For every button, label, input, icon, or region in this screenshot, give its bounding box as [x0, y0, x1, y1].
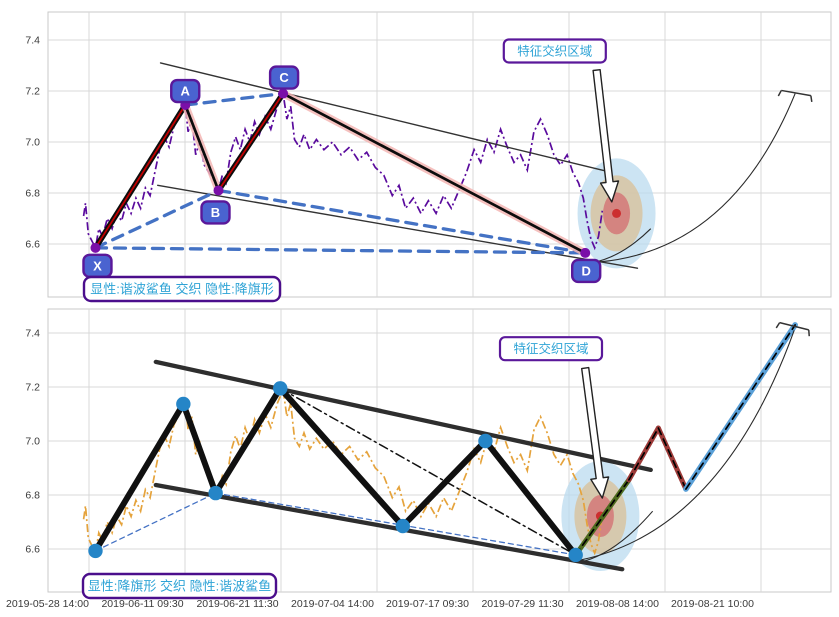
zone-pointer-arrow — [581, 366, 610, 499]
pattern-line-forecast-blue — [685, 324, 797, 490]
pattern-line-blue-dashed — [93, 188, 221, 250]
vertex-badge-B: B — [200, 200, 231, 225]
x-tick-label: 2019-05-28 14:00 — [6, 598, 89, 610]
badge-letter: X — [93, 258, 102, 273]
pattern-line-leg-glow — [281, 92, 587, 255]
x-tick-label: 2019-08-08 14:00 — [576, 598, 659, 610]
vertex-dot — [568, 547, 583, 563]
vertex-dot — [176, 396, 191, 412]
pattern-line-channel-thick — [153, 482, 625, 572]
interval-cap — [775, 321, 810, 337]
badge-letter: C — [279, 70, 289, 85]
pattern-line-flag-leg — [212, 385, 284, 497]
pattern-line-blue-dashed-thin — [214, 492, 577, 556]
pattern-line-leg-strong — [217, 92, 285, 192]
projection-arc — [600, 93, 796, 263]
pattern-line-channel-thin — [156, 184, 639, 269]
vertex-dot — [273, 381, 288, 396]
y-tick-label: 7.4 — [25, 328, 40, 340]
pattern-line-blue-dashed — [93, 246, 587, 255]
vertex-dot — [88, 543, 103, 559]
vertex-badge-C: C — [268, 65, 300, 90]
plot-frame — [47, 308, 832, 593]
projection-arc — [584, 510, 654, 562]
x-tick-label: 2019-06-11 09:30 — [101, 598, 183, 610]
y-tick-label: 7.2 — [25, 86, 40, 98]
y-tick-label: 6.6 — [25, 544, 40, 556]
pattern-label-text: 显性:降旗形 交织 隐性:谐波鲨鱼 — [88, 579, 271, 594]
pattern-line-blue-dashed-thin — [94, 492, 217, 552]
pattern-label: 显性:谐波鲨鱼 交织 隐性:降旗形 — [82, 275, 282, 303]
y-tick-label: 7.2 — [25, 382, 40, 394]
pattern-line-forecast-green — [574, 479, 630, 556]
zone-annotation: 特征交织区域 — [502, 38, 607, 64]
vertex-dot — [395, 518, 410, 534]
vertex-badge-X: X — [82, 253, 113, 279]
vertex-dot — [478, 433, 493, 449]
interval-cap — [777, 89, 813, 103]
zone-annotation: 特征交织区域 — [498, 336, 604, 362]
x-tick-label: 2019-07-17 09:30 — [386, 598, 469, 610]
pattern-line-blue-dashed — [183, 91, 285, 107]
annotation-box — [498, 336, 604, 362]
pattern-line-flag-leg — [180, 401, 219, 497]
x-tick-label: 2019-08-21 10:00 — [671, 598, 754, 610]
price-line — [82, 90, 604, 251]
pattern-line-channel-thick — [153, 359, 653, 473]
badge-box — [268, 65, 300, 90]
pattern-line-blue-dashed — [216, 188, 587, 255]
pattern-label-box — [82, 275, 282, 303]
zone-pointer-arrow — [592, 68, 620, 203]
plot-frame — [47, 11, 832, 298]
y-tick-label: 6.8 — [25, 188, 40, 200]
vertex-dot — [208, 485, 223, 501]
badge-letter: D — [582, 263, 591, 278]
pattern-label-box — [81, 572, 278, 600]
vertex-marker — [90, 242, 101, 253]
vertex-marker — [580, 247, 591, 258]
vertex-badge-A: A — [170, 78, 201, 104]
y-tick-label: 6.6 — [25, 239, 40, 251]
annotation-text: 特征交织区域 — [517, 43, 592, 58]
pattern-line-leg-glow — [183, 103, 220, 192]
interweave-zone — [577, 158, 656, 269]
pattern-line-forecast-red — [628, 427, 660, 481]
y-tick-label: 7.0 — [25, 137, 40, 149]
vertex-badge-D: D — [571, 258, 602, 284]
pattern-label-text: 显性:谐波鲨鱼 交织 隐性:降旗形 — [90, 282, 273, 297]
pattern-line-leg-strong — [94, 104, 187, 249]
y-tick-label: 7.4 — [25, 35, 40, 47]
pattern-line-flag-leg — [92, 401, 187, 554]
cap-glyph — [777, 89, 813, 103]
badge-letter: B — [211, 205, 220, 220]
pattern-line-flag-leg — [482, 438, 579, 558]
price-line — [82, 386, 604, 556]
badge-box — [170, 78, 201, 104]
pattern-line-channel-thin — [159, 62, 608, 173]
pattern-label: 显性:降旗形 交织 隐性:谐波鲨鱼 — [81, 572, 278, 600]
vertex-marker — [213, 185, 224, 196]
y-tick-label: 7.0 — [25, 436, 40, 448]
x-tick-label: 2019-06-21 11:30 — [196, 598, 278, 610]
pattern-line-forecast-red — [657, 427, 687, 490]
vertex-marker — [278, 88, 289, 99]
zone-center-dot — [612, 208, 622, 218]
annotation-text: 特征交织区域 — [513, 341, 588, 356]
projection-arc — [581, 330, 795, 561]
x-tick-label: 2019-07-29 11:30 — [481, 598, 563, 610]
pattern-line-flag-leg — [277, 385, 406, 530]
pattern-line-flag-leg — [399, 438, 489, 530]
pattern-line-black-dashdot — [279, 387, 577, 556]
badge-box — [571, 258, 602, 284]
x-tick-label: 2019-07-04 14:00 — [291, 598, 374, 610]
annotation-box — [502, 38, 607, 64]
badge-letter: A — [181, 84, 191, 99]
badge-box — [200, 200, 231, 225]
y-tick-label: 6.8 — [25, 490, 40, 502]
cap-glyph — [775, 321, 810, 337]
